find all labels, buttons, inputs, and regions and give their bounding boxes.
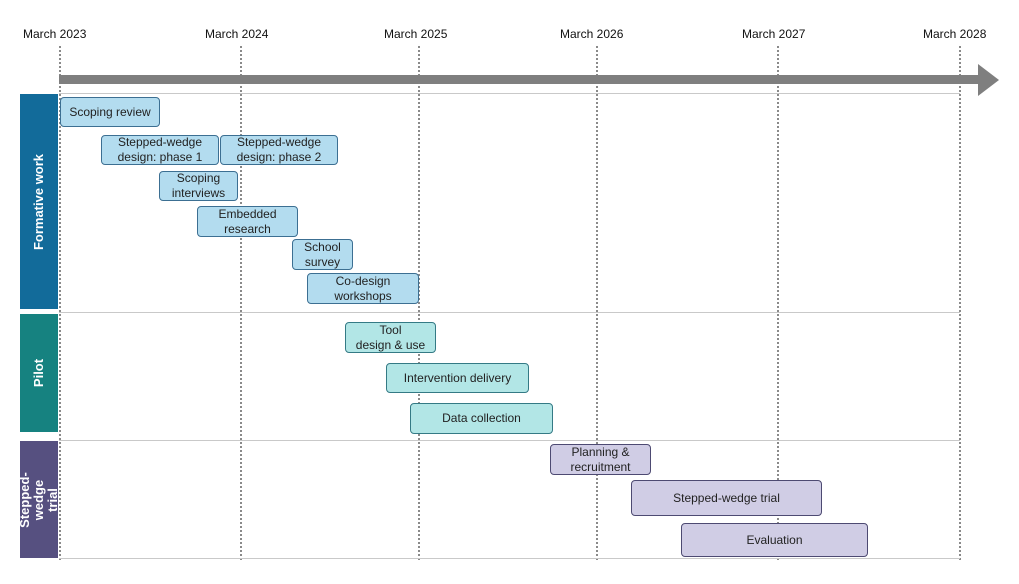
year-gridline (59, 46, 61, 560)
timeline-arrow-shaft (59, 75, 979, 84)
year-label-2028: March 2028 (923, 27, 987, 41)
phase-label: Stepped-wedge trial (17, 471, 60, 528)
year-gridline (418, 46, 420, 560)
year-label-2026: March 2026 (560, 27, 624, 41)
year-gridline (240, 46, 242, 560)
task-sw-design-phase-1: Stepped-wedge design: phase 1 (101, 135, 219, 165)
task-embedded-research: Embedded research (197, 206, 298, 237)
phase-pilot: Pilot (20, 314, 58, 432)
timeline-arrow-head (978, 64, 999, 96)
task-sw-design-phase-2: Stepped-wedge design: phase 2 (220, 135, 338, 165)
year-label-2024: March 2024 (205, 27, 269, 41)
row-separator (59, 558, 960, 559)
year-gridline (596, 46, 598, 560)
row-separator (59, 93, 960, 94)
task-stepped-wedge-trial: Stepped-wedge trial (631, 480, 822, 516)
year-gridline (959, 46, 961, 560)
task-evaluation: Evaluation (681, 523, 868, 557)
task-data-collection: Data collection (410, 403, 553, 434)
year-label-2025: March 2025 (384, 27, 448, 41)
task-intervention-delivery: Intervention delivery (386, 363, 529, 393)
row-separator (59, 312, 960, 313)
year-gridline (777, 46, 779, 560)
task-scoping-review: Scoping review (60, 97, 160, 127)
year-label-2023: March 2023 (23, 27, 87, 41)
row-separator (59, 440, 960, 441)
task-planning-recruitment: Planning & recruitment (550, 444, 651, 475)
phase-label: Pilot (31, 358, 46, 388)
task-scoping-interviews: Scoping interviews (159, 171, 238, 201)
year-label-2027: March 2027 (742, 27, 806, 41)
task-school-survey: School survey (292, 239, 353, 270)
phase-formative-work: Formative work (20, 94, 58, 309)
phase-stepped-wedge-trial: Stepped-wedge trial (17, 441, 60, 558)
task-tool-design: Tool design & use (345, 322, 436, 353)
task-codesign-workshops: Co-design workshops (307, 273, 419, 304)
phase-label: Formative work (31, 153, 46, 250)
